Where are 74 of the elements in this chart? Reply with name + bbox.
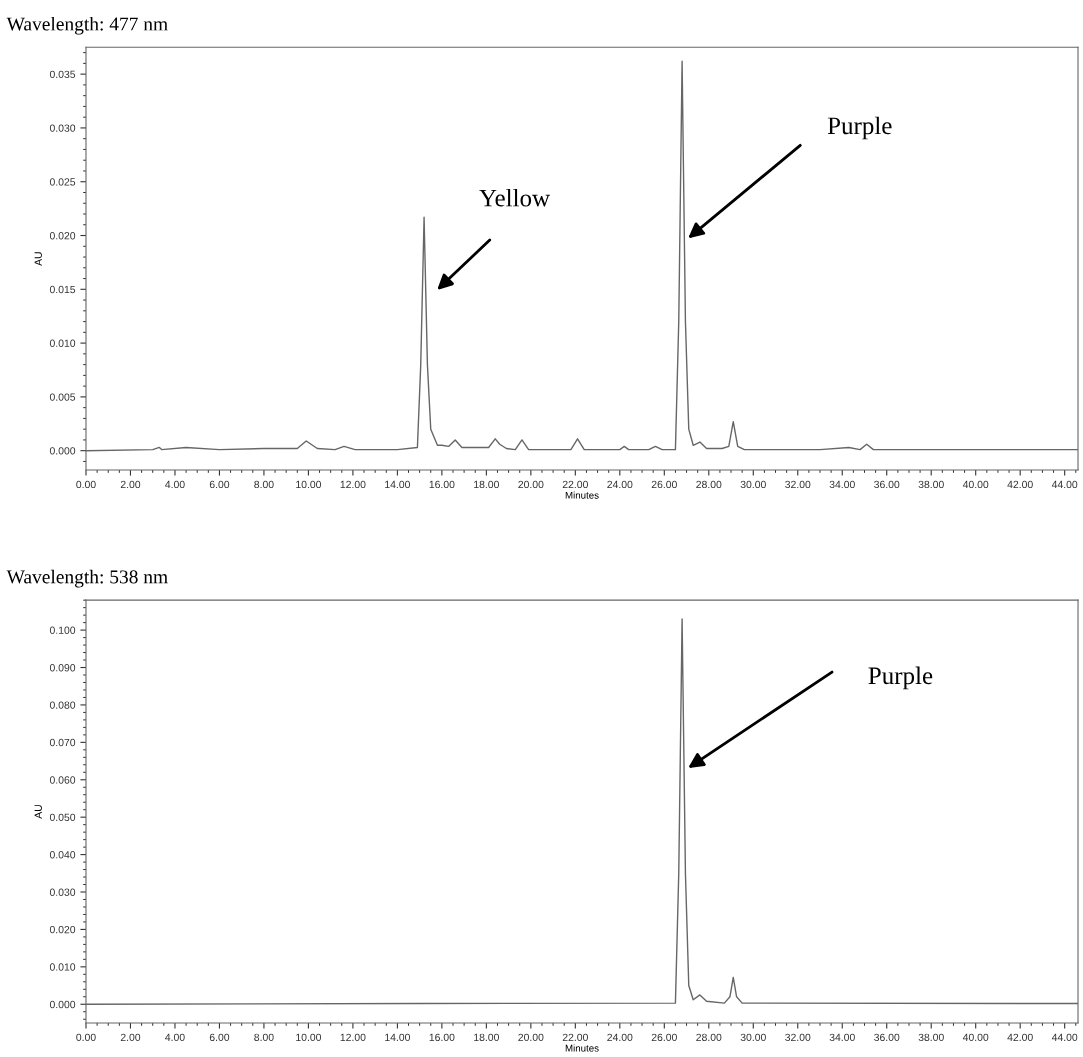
x-tick-label: 30.00 — [740, 480, 766, 489]
x-tick-label: 0.00 — [76, 480, 96, 489]
x-tick-label: 4.00 — [165, 480, 185, 489]
x-tick-label: 12.00 — [340, 1033, 366, 1042]
y-tick-label: 0.060 — [49, 776, 76, 784]
annotation: Purple — [868, 666, 933, 690]
x-tick-label: 38.00 — [918, 1033, 944, 1042]
x-tick-label: 38.00 — [918, 480, 944, 489]
y-tick-label: 0.090 — [49, 664, 76, 672]
x-tick-label: 22.00 — [562, 1033, 588, 1042]
y-tick-label: 0.020 — [49, 925, 76, 934]
x-tick-label: 8.00 — [254, 1033, 274, 1042]
x-tick-label: 16.00 — [429, 480, 455, 489]
x-tick-label: 44.00 — [1051, 1033, 1078, 1042]
y-tick-label: 0.000 — [49, 447, 76, 455]
x-tick-label: 32.00 — [785, 1033, 811, 1042]
y-tick-label: 0.020 — [49, 232, 76, 240]
y-tick-label: 0.010 — [49, 963, 76, 971]
x-axis-title: Minutes — [565, 491, 599, 499]
y-tick-label: 0.030 — [49, 124, 76, 132]
x-tick-label: 44.00 — [1051, 480, 1078, 489]
x-tick-label: 4.00 — [165, 1033, 185, 1042]
x-tick-label: 34.00 — [829, 480, 855, 489]
chart-title: Wavelength: 477 nm — [6, 16, 168, 35]
y-axis-title: AU — [34, 805, 42, 819]
x-tick-label: 26.00 — [651, 480, 677, 489]
y-tick-label: 0.035 — [49, 70, 76, 79]
annotation: Purple — [827, 116, 892, 140]
x-tick-label: 22.00 — [562, 480, 588, 489]
x-tick-label: 18.00 — [474, 480, 499, 489]
y-tick-label: 0.050 — [49, 813, 76, 822]
y-tick-label: 0.080 — [49, 701, 76, 709]
x-tick-label: 36.00 — [874, 480, 900, 489]
x-tick-label: 8.00 — [254, 480, 274, 489]
x-tick-label: 34.00 — [829, 1033, 855, 1042]
annotation: Yellow — [479, 188, 550, 207]
y-tick-label: 0.000 — [49, 1000, 76, 1009]
x-tick-label: 16.00 — [429, 1033, 455, 1042]
x-tick-label: 28.00 — [696, 480, 722, 489]
y-tick-label: 0.070 — [49, 738, 76, 747]
y-tick-label: 0.100 — [49, 626, 76, 634]
x-tick-label: 14.00 — [385, 1033, 411, 1042]
y-tick-label: 0.030 — [49, 888, 76, 896]
y-axis-title: AU — [34, 252, 42, 266]
x-tick-label: 42.00 — [1007, 480, 1033, 489]
x-tick-label: 10.00 — [296, 1033, 322, 1042]
chart-title: Wavelength: 538 nm — [6, 569, 168, 588]
x-tick-label: 12.00 — [340, 480, 366, 489]
y-tick-label: 0.025 — [49, 178, 76, 186]
x-tick-label: 2.00 — [120, 1033, 141, 1042]
y-tick-label: 0.015 — [49, 285, 76, 294]
x-tick-label: 40.00 — [962, 1033, 989, 1042]
x-tick-label: 32.00 — [785, 480, 811, 489]
x-tick-label: 42.00 — [1007, 1033, 1033, 1042]
x-tick-label: 24.00 — [607, 1033, 633, 1042]
x-tick-label: 14.00 — [385, 480, 411, 489]
y-tick-label: 0.005 — [49, 393, 76, 401]
y-tick-label: 0.040 — [49, 851, 76, 859]
y-tick-label: 0.010 — [49, 339, 76, 347]
x-tick-label: 40.00 — [962, 480, 989, 489]
x-tick-label: 6.00 — [209, 480, 230, 489]
x-tick-label: 26.00 — [651, 1033, 677, 1042]
x-tick-label: 20.00 — [518, 1033, 544, 1042]
x-tick-label: 2.00 — [120, 480, 141, 489]
x-tick-label: 30.00 — [740, 1033, 766, 1042]
x-tick-label: 10.00 — [296, 480, 322, 489]
x-tick-label: 36.00 — [874, 1033, 900, 1042]
x-tick-label: 6.00 — [209, 1033, 230, 1042]
x-tick-label: 18.00 — [474, 1033, 499, 1042]
x-tick-label: 0.00 — [76, 1033, 96, 1042]
x-tick-label: 24.00 — [607, 480, 633, 489]
x-tick-label: 20.00 — [518, 480, 544, 489]
x-tick-label: 28.00 — [696, 1033, 722, 1042]
x-axis-title: Minutes — [565, 1044, 599, 1052]
